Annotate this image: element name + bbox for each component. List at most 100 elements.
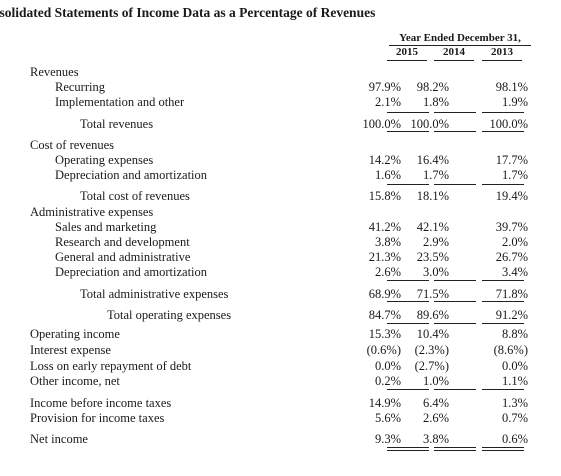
row-value: 14.2% bbox=[368, 153, 401, 167]
year-header-2013: 2013 bbox=[491, 46, 513, 58]
total-rule bbox=[482, 131, 524, 132]
total-rule bbox=[482, 447, 524, 448]
row-label: Total operating expenses bbox=[107, 308, 232, 322]
row-value: 21.3% bbox=[368, 250, 401, 264]
row-value: 41.2% bbox=[368, 220, 401, 234]
row-value: 1.1% bbox=[501, 374, 528, 388]
table-row: Provision for income taxes 5.6% 2.6% 0.7% bbox=[0, 411, 561, 426]
row-value: (2.7%) bbox=[414, 359, 449, 373]
row-value: 1.9% bbox=[501, 95, 528, 109]
table-row: Interest expense (0.6%) (2.3%) (8.6%) bbox=[0, 343, 561, 358]
row-value: 10.4% bbox=[416, 327, 449, 341]
row-value: 23.5% bbox=[416, 250, 449, 264]
row-value: 2.6% bbox=[422, 411, 449, 425]
row-label: Operating income bbox=[30, 327, 120, 341]
row-value: 1.0% bbox=[422, 374, 449, 388]
table-row: Revenues bbox=[0, 65, 561, 80]
total-rule bbox=[482, 280, 524, 281]
row-value: 18.1% bbox=[416, 189, 449, 203]
total-rule bbox=[387, 280, 429, 281]
total-rule bbox=[387, 112, 429, 113]
row-label: Other income, net bbox=[30, 374, 120, 388]
row-label: Depreciation and amortization bbox=[55, 265, 208, 279]
row-value: 68.9% bbox=[368, 287, 401, 301]
total-rule bbox=[387, 447, 429, 448]
row-value: (8.6%) bbox=[493, 343, 528, 357]
row-value: 71.5% bbox=[416, 287, 449, 301]
row-label: Sales and marketing bbox=[55, 220, 157, 234]
row-value: 5.6% bbox=[374, 411, 401, 425]
table-row: Depreciation and amortization 2.6% 3.0% 3.4… bbox=[0, 265, 561, 280]
total-rule bbox=[482, 112, 524, 113]
row-value: 2.0% bbox=[501, 235, 528, 249]
total-rule bbox=[387, 450, 429, 451]
row-value: 1.3% bbox=[501, 396, 528, 410]
row-value: 19.4% bbox=[495, 189, 528, 203]
total-rule bbox=[387, 184, 429, 185]
row-value: 100.0% bbox=[410, 117, 449, 131]
row-value: 1.7% bbox=[501, 168, 528, 182]
total-rule bbox=[482, 184, 524, 185]
table-row: Operating income 15.3% 10.4% 8.8% bbox=[0, 327, 561, 342]
row-label: Income before income taxes bbox=[30, 396, 172, 410]
row-value: 26.7% bbox=[495, 250, 528, 264]
row-value: (0.6%) bbox=[366, 343, 401, 357]
row-label: Total revenues bbox=[80, 117, 154, 131]
row-value: 42.1% bbox=[416, 220, 449, 234]
statement-title: nsolidated Statements of Income Data as … bbox=[0, 5, 376, 20]
row-value: 98.1% bbox=[495, 80, 528, 94]
row-value: 0.7% bbox=[501, 411, 528, 425]
total-rule bbox=[387, 389, 429, 390]
table-row: Recurring 97.9% 98.2% 98.1% bbox=[0, 80, 561, 95]
year-header-rule bbox=[482, 60, 522, 61]
row-value: 8.8% bbox=[501, 327, 528, 341]
row-value: 97.9% bbox=[368, 80, 401, 94]
row-label: Implementation and other bbox=[55, 95, 185, 109]
row-label: Depreciation and amortization bbox=[55, 168, 208, 182]
row-label: Revenues bbox=[30, 65, 79, 79]
year-header-rule bbox=[434, 60, 474, 61]
row-label: Recurring bbox=[55, 80, 105, 94]
row-value: 39.7% bbox=[495, 220, 528, 234]
table-row: Total cost of revenues 15.8% 18.1% 19.4% bbox=[0, 189, 561, 204]
total-rule bbox=[482, 389, 524, 390]
row-value: 3.8% bbox=[374, 235, 401, 249]
row-value: 2.9% bbox=[422, 235, 449, 249]
row-value: 3.8% bbox=[422, 432, 449, 446]
row-label: Provision for income taxes bbox=[30, 411, 165, 425]
row-label: Operating expenses bbox=[55, 153, 154, 167]
row-value: 1.8% bbox=[422, 95, 449, 109]
row-label: Total cost of revenues bbox=[80, 189, 190, 203]
row-label: Research and development bbox=[55, 235, 190, 249]
row-value: 1.7% bbox=[422, 168, 449, 182]
row-value: 89.6% bbox=[416, 308, 449, 322]
row-value: 3.0% bbox=[422, 265, 449, 279]
row-label: Total administrative expenses bbox=[80, 287, 229, 301]
row-value: 1.6% bbox=[374, 168, 401, 182]
table-row: Depreciation and amortization 1.6% 1.7% 1.7… bbox=[0, 168, 561, 183]
row-label: Loss on early repayment of debt bbox=[30, 359, 192, 373]
row-label: General and administrative bbox=[55, 250, 191, 264]
total-rule bbox=[434, 131, 476, 132]
total-rule bbox=[482, 450, 524, 451]
total-rule bbox=[387, 301, 429, 302]
total-rule bbox=[482, 301, 524, 302]
row-value: 15.8% bbox=[368, 189, 401, 203]
table-row: Total operating expenses 84.7% 89.6% 91.2% bbox=[0, 308, 561, 323]
table-row: General and administrative 21.3% 23.5% 26.7… bbox=[0, 250, 561, 265]
total-rule bbox=[387, 131, 429, 132]
row-value: 0.0% bbox=[374, 359, 401, 373]
table-row: Administrative expenses bbox=[0, 205, 561, 220]
total-rule bbox=[434, 301, 476, 302]
row-value: 9.3% bbox=[374, 432, 401, 446]
row-value: 98.2% bbox=[416, 80, 449, 94]
row-value: 91.2% bbox=[495, 308, 528, 322]
table-row: Total revenues 100.0% 100.0% 100.0% bbox=[0, 117, 561, 132]
total-rule bbox=[434, 280, 476, 281]
total-rule bbox=[434, 323, 476, 324]
period-header: Year Ended December 31, bbox=[399, 32, 521, 44]
total-rule bbox=[434, 112, 476, 113]
row-value: 6.4% bbox=[422, 396, 449, 410]
row-value: 2.6% bbox=[374, 265, 401, 279]
table-row: Implementation and other 2.1% 1.8% 1.9% bbox=[0, 95, 561, 110]
